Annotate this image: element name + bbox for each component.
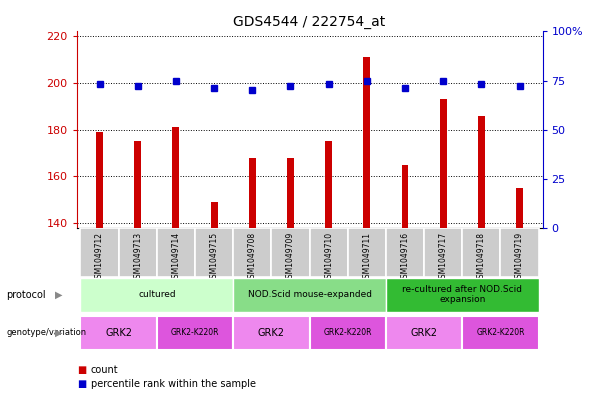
Text: GSM1049719: GSM1049719 xyxy=(515,232,524,283)
Text: GRK2-K220R: GRK2-K220R xyxy=(171,329,219,337)
Bar xyxy=(364,57,370,228)
Text: GRK2: GRK2 xyxy=(105,328,132,338)
Bar xyxy=(386,316,462,350)
Bar xyxy=(402,165,408,228)
Bar xyxy=(233,316,310,350)
Text: ■: ■ xyxy=(77,379,86,389)
Text: GSM1049715: GSM1049715 xyxy=(210,232,219,283)
Bar xyxy=(157,316,233,350)
Text: NOD.Scid mouse-expanded: NOD.Scid mouse-expanded xyxy=(248,290,371,299)
Bar xyxy=(440,99,447,228)
Text: GSM1049714: GSM1049714 xyxy=(172,232,180,283)
Bar xyxy=(96,132,103,228)
Bar xyxy=(386,228,424,277)
Text: GSM1049716: GSM1049716 xyxy=(400,232,409,283)
Bar xyxy=(211,202,218,228)
Bar xyxy=(119,228,157,277)
Text: ▶: ▶ xyxy=(55,328,62,338)
Bar xyxy=(233,228,272,277)
Text: GSM1049717: GSM1049717 xyxy=(439,232,447,283)
Bar xyxy=(157,228,195,277)
Bar xyxy=(500,228,539,277)
Bar xyxy=(195,228,233,277)
Text: GRK2-K220R: GRK2-K220R xyxy=(476,329,525,337)
Bar xyxy=(348,228,386,277)
Title: GDS4544 / 222754_at: GDS4544 / 222754_at xyxy=(234,15,386,29)
Bar xyxy=(172,127,180,228)
Bar xyxy=(233,278,386,312)
Text: GSM1049718: GSM1049718 xyxy=(477,232,486,283)
Text: GSM1049712: GSM1049712 xyxy=(95,232,104,283)
Bar xyxy=(249,158,256,228)
Bar xyxy=(386,278,539,312)
Bar xyxy=(134,141,141,228)
Text: ▶: ▶ xyxy=(55,290,62,300)
Text: percentile rank within the sample: percentile rank within the sample xyxy=(91,379,256,389)
Text: GSM1049711: GSM1049711 xyxy=(362,232,371,283)
Text: GRK2: GRK2 xyxy=(411,328,438,338)
Text: GSM1049713: GSM1049713 xyxy=(133,232,142,283)
Bar xyxy=(424,228,462,277)
Bar xyxy=(310,228,348,277)
Bar xyxy=(310,316,386,350)
Text: ■: ■ xyxy=(77,365,86,375)
Text: GSM1049709: GSM1049709 xyxy=(286,232,295,283)
Bar xyxy=(80,316,157,350)
Text: GRK2-K220R: GRK2-K220R xyxy=(324,329,372,337)
Bar xyxy=(80,278,233,312)
Bar xyxy=(478,116,485,228)
Bar xyxy=(462,228,500,277)
Text: re-cultured after NOD.Scid
expansion: re-cultured after NOD.Scid expansion xyxy=(402,285,522,305)
Bar xyxy=(80,228,119,277)
Text: GSM1049708: GSM1049708 xyxy=(248,232,257,283)
Text: GSM1049710: GSM1049710 xyxy=(324,232,333,283)
Bar xyxy=(462,316,539,350)
Text: genotype/variation: genotype/variation xyxy=(6,329,86,337)
Text: GRK2: GRK2 xyxy=(258,328,285,338)
Text: protocol: protocol xyxy=(6,290,46,300)
Text: cultured: cultured xyxy=(138,290,176,299)
Bar xyxy=(272,228,310,277)
Text: count: count xyxy=(91,365,118,375)
Bar xyxy=(326,141,332,228)
Bar xyxy=(287,158,294,228)
Bar xyxy=(516,188,523,228)
